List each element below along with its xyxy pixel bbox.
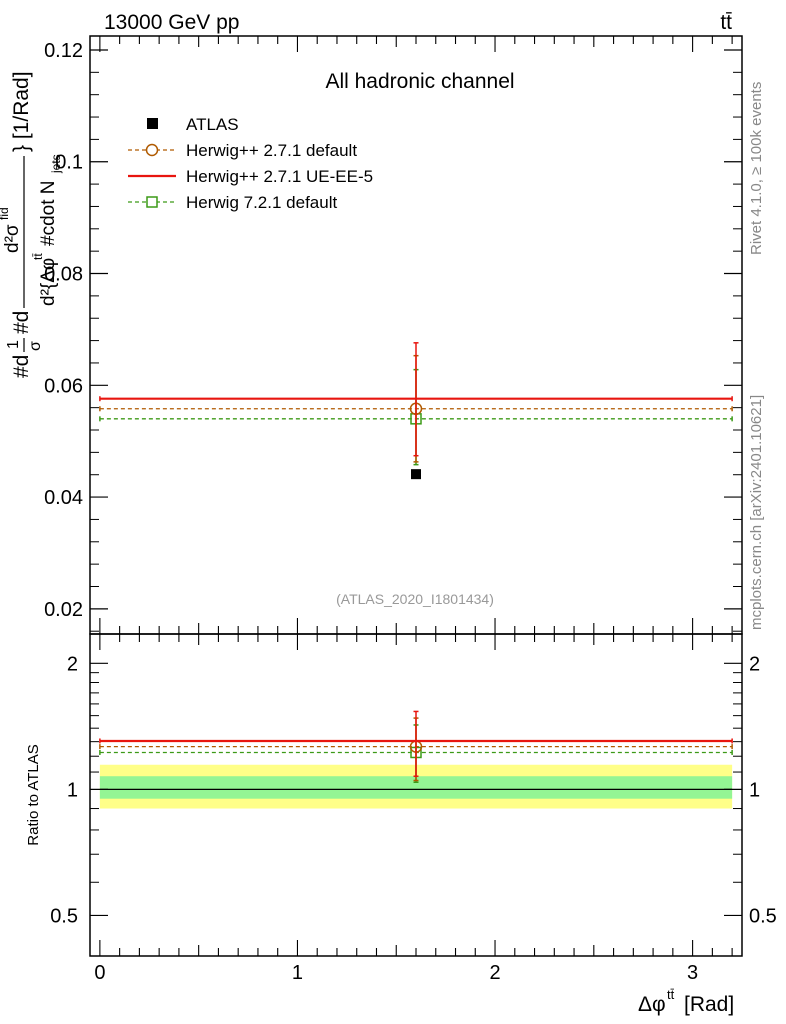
ratio-x-ticks: 0 1 2 3 bbox=[94, 634, 733, 984]
main-y-tick-label: 0.02 bbox=[44, 599, 83, 621]
energy-label: 13000 GeV pp bbox=[104, 11, 239, 34]
ratio-y-axis-label: Ratio to ATLAS bbox=[25, 744, 42, 845]
main-y-tick-label: 0.08 bbox=[44, 264, 83, 286]
ratio-y-ticks: 0.5 0.5 1 1 2 2 bbox=[50, 653, 777, 927]
legend-item-atlas: ATLAS bbox=[147, 115, 239, 134]
legend: ATLAS Herwig++ 2.7.1 default Herwig++ 2.… bbox=[128, 115, 373, 212]
legend-default-marker bbox=[145, 143, 159, 157]
x-axis-label-unit: [Rad] bbox=[684, 993, 734, 1016]
legend-item-ueee5: Herwig++ 2.7.1 UE-EE-5 bbox=[128, 167, 373, 186]
chart-title: All hadronic channel bbox=[325, 70, 514, 93]
legend-item-h721: Herwig 7.2.1 default bbox=[128, 193, 337, 212]
x-axis-label-delta-phi: Δφ bbox=[638, 993, 666, 1016]
ratio-series bbox=[99, 710, 733, 783]
legend-atlas-label: ATLAS bbox=[186, 115, 239, 134]
main-y-tick-label: 0.12 bbox=[44, 40, 83, 62]
ylabel-inner-den: d²{Δφ bbox=[38, 258, 59, 306]
ylabel-inner-den-sub: jets bbox=[49, 154, 63, 174]
main-y-tick-label: 0.06 bbox=[44, 375, 83, 397]
main-panel: 0.02 0.04 0.06 0.08 0.1 0.12 All hadronic cha… bbox=[0, 35, 743, 635]
ylabel-inner-num-sup: fid bbox=[0, 207, 11, 220]
legend-atlas-marker bbox=[147, 118, 158, 129]
ratio-panel: 0 1 2 3 0.5 0.5 1 1 2 2 Ratio to ATLAS bbox=[25, 633, 777, 984]
ratio-x-tick-label: 2 bbox=[489, 962, 500, 984]
legend-ueee5-label: Herwig++ 2.7.1 UE-EE-5 bbox=[186, 167, 373, 186]
ratio-x-tick-label: 1 bbox=[292, 962, 303, 984]
ratio-x-tick-label: 3 bbox=[687, 962, 698, 984]
ratio-x-tick-label: 0 bbox=[94, 962, 105, 984]
legend-default-label: Herwig++ 2.7.1 default bbox=[186, 141, 357, 160]
main-y-tick-label: 0.1 bbox=[55, 152, 83, 174]
process-label: tt̄ bbox=[720, 11, 732, 34]
x-axis-label-sup: tt̄ bbox=[667, 987, 675, 1002]
ylabel-inner-num: d²σ bbox=[2, 224, 23, 253]
ratio-y-tick-label-left: 1 bbox=[67, 779, 78, 801]
legend-h721-label: Herwig 7.2.1 default bbox=[186, 193, 337, 212]
ratio-y-tick-label-right: 0.5 bbox=[749, 905, 777, 927]
main-y-ticks: 0.02 0.04 0.06 0.08 0.1 0.12 bbox=[44, 40, 742, 632]
ylabel-frac-den: σ bbox=[27, 341, 44, 351]
ylabel-prefix: #d bbox=[10, 355, 33, 378]
rivet-label: Rivet 4.1.0, ≥ 100k events bbox=[748, 82, 765, 255]
ylabel-frac-num: 1 bbox=[5, 340, 22, 349]
main-y-axis-label: #d 1 σ #d d²σ fid d²{Δφ tt̄ #cdot N jets… bbox=[0, 71, 63, 378]
x-axis-label: Δφ tt̄ [Rad] bbox=[638, 987, 734, 1016]
ylabel-tail: } [1/Rad] bbox=[10, 71, 33, 152]
legend-h721-marker bbox=[146, 196, 158, 208]
ylabel-inner-den-sup: tt̄ bbox=[31, 253, 45, 260]
ratio-y-tick-label-left: 0.5 bbox=[50, 905, 78, 927]
main-x-ticks bbox=[99, 36, 733, 634]
main-atlas-marker bbox=[411, 469, 421, 480]
main-y-tick-label: 0.04 bbox=[44, 487, 83, 509]
ratio-y-tick-label-right: 1 bbox=[749, 779, 760, 801]
ratio-y-tick-label-left: 2 bbox=[67, 653, 78, 675]
ratio-y-tick-label-right: 2 bbox=[749, 653, 760, 675]
ratio-band-band_inner bbox=[99, 776, 733, 799]
legend-item-default: Herwig++ 2.7.1 default bbox=[128, 141, 357, 160]
source-label: mcplots.cern.ch [arXiv:2401.10621] bbox=[748, 395, 765, 630]
analysis-label: (ATLAS_2020_I1801434) bbox=[336, 591, 494, 607]
main-series bbox=[99, 342, 733, 480]
ylabel-inner-den-rest: #cdot N bbox=[38, 181, 59, 246]
ylabel-mid: #d bbox=[10, 311, 33, 334]
